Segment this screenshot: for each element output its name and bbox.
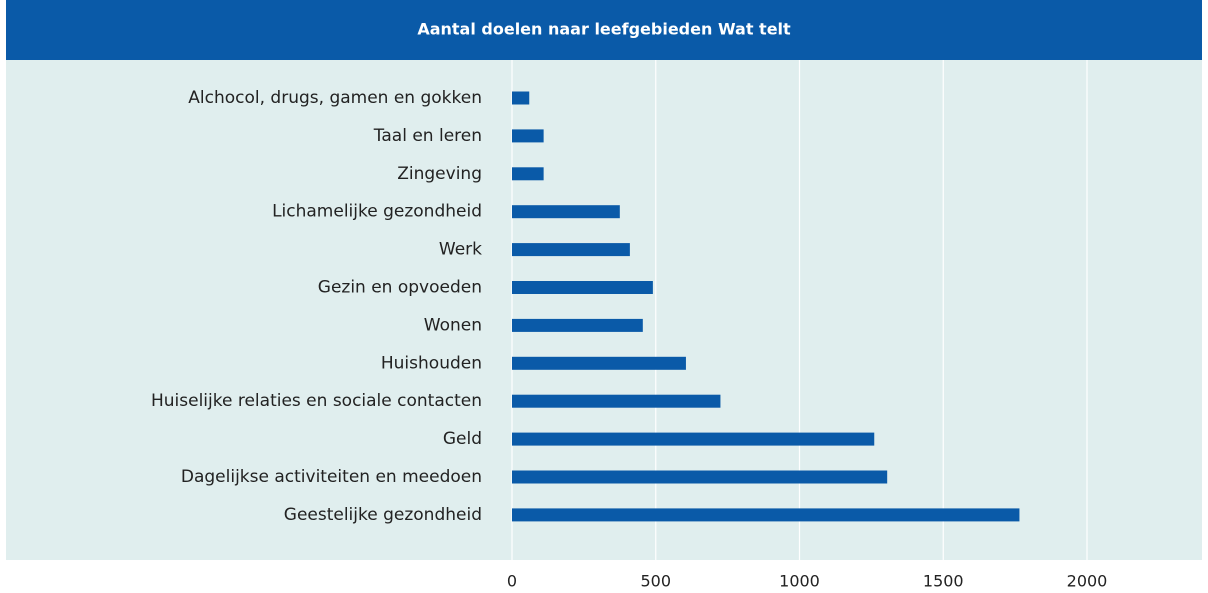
bar: [512, 470, 888, 484]
x-tick-label: 1000: [779, 572, 820, 591]
title-bar: [6, 0, 1202, 60]
bar: [512, 508, 1020, 522]
y-tick-label: Huiselijke relaties en sociale contacten: [151, 391, 482, 411]
bar: [512, 243, 630, 257]
bar: [512, 318, 643, 332]
bar: [512, 394, 721, 408]
x-tick-label: 2000: [1067, 572, 1108, 591]
y-tick-label: Gezin en opvoeden: [318, 278, 482, 298]
bar: [512, 356, 686, 370]
y-tick-label: Geestelijke gezondheid: [284, 505, 482, 525]
y-tick-label: Huishouden: [381, 353, 482, 373]
y-tick-label: Dagelijkse activiteiten en meedoen: [181, 467, 482, 487]
y-tick-label: Alchocol, drugs, gamen en gokken: [188, 88, 482, 108]
x-tick-label: 1500: [923, 572, 964, 591]
bar: [512, 167, 544, 181]
y-tick-label: Werk: [439, 240, 482, 260]
bar: [512, 129, 544, 143]
chart-title: Aantal doelen naar leefgebieden Wat telt: [417, 20, 791, 39]
y-tick-label: Taal en leren: [373, 126, 482, 146]
y-tick-label: Wonen: [424, 315, 482, 335]
x-tick-label: 0: [507, 572, 517, 591]
y-tick-label: Geld: [443, 429, 482, 449]
bar: [512, 91, 530, 105]
bar: [512, 432, 875, 446]
bar: [512, 281, 653, 294]
y-tick-label: Lichamelijke gezondheid: [272, 202, 482, 222]
y-tick-label: Zingeving: [397, 164, 482, 184]
x-tick-label: 500: [640, 572, 671, 591]
bar: [512, 205, 620, 219]
